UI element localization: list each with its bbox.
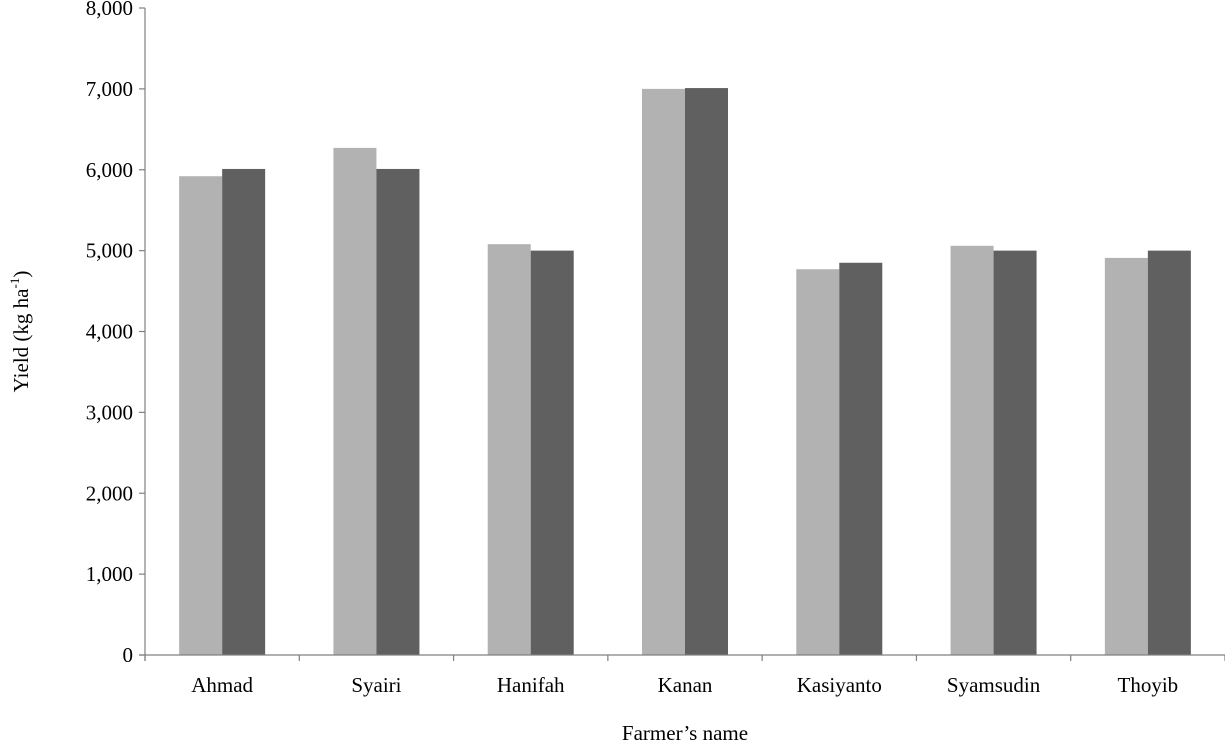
bar-kanan-series-2: [685, 88, 728, 655]
bar-syairi-series-2: [376, 168, 420, 655]
x-category-label: Kanan: [658, 673, 713, 697]
y-tick-label: 0: [123, 643, 134, 667]
bar-syamsudin-series-2: [993, 250, 1037, 655]
y-axis-title-main: Yield (kg ha: [9, 288, 33, 392]
y-tick-label: 7,000: [86, 77, 133, 101]
y-tick-label: 8,000: [86, 0, 133, 20]
y-axis-ticks: 0 1,000 2,000 3,000 4,000 5,000 6,000 7,000 8,00…: [86, 0, 145, 667]
y-tick-label: 3,000: [86, 400, 133, 424]
bar-thoyib-series-2: [1147, 250, 1191, 655]
bars: [179, 88, 1191, 655]
x-category-label: Syairi: [351, 673, 401, 697]
x-axis-ticks: Ahmad Syairi Hanifah Kanan Kasiyanto Syamsudi…: [144, 655, 1225, 697]
bar-kanan-series-1: [642, 88, 685, 655]
bar-kasiyanto-series-1: [796, 269, 840, 655]
bar-hanifah-series-1: [487, 244, 531, 655]
x-category-label: Thoyib: [1118, 673, 1179, 697]
y-tick-label: 1,000: [86, 562, 133, 586]
y-axis-title-suffix: ): [9, 271, 33, 278]
y-tick-label: 6,000: [86, 158, 133, 182]
x-category-label: Kasiyanto: [797, 673, 882, 697]
y-tick-label: 2,000: [86, 481, 133, 505]
x-category-label: Syamsudin: [947, 673, 1041, 697]
x-axis-title: Farmer’s name: [622, 721, 748, 745]
y-tick-label: 5,000: [86, 239, 133, 263]
bar-syairi-series-1: [333, 147, 377, 655]
y-tick-label: 4,000: [86, 320, 133, 344]
bar-ahmad-series-1: [179, 176, 223, 655]
bar-kasiyanto-series-2: [839, 262, 883, 655]
y-axis-title: Yield (kg ha-1): [7, 271, 33, 393]
bar-thoyib-series-1: [1104, 257, 1148, 655]
x-category-label: Ahmad: [191, 673, 253, 697]
bar-ahmad-series-2: [222, 168, 266, 655]
bar-hanifah-series-2: [530, 250, 574, 655]
x-category-label: Hanifah: [497, 673, 565, 697]
bar-syamsudin-series-1: [950, 245, 994, 655]
y-axis-title-superscript: -1: [7, 278, 22, 289]
